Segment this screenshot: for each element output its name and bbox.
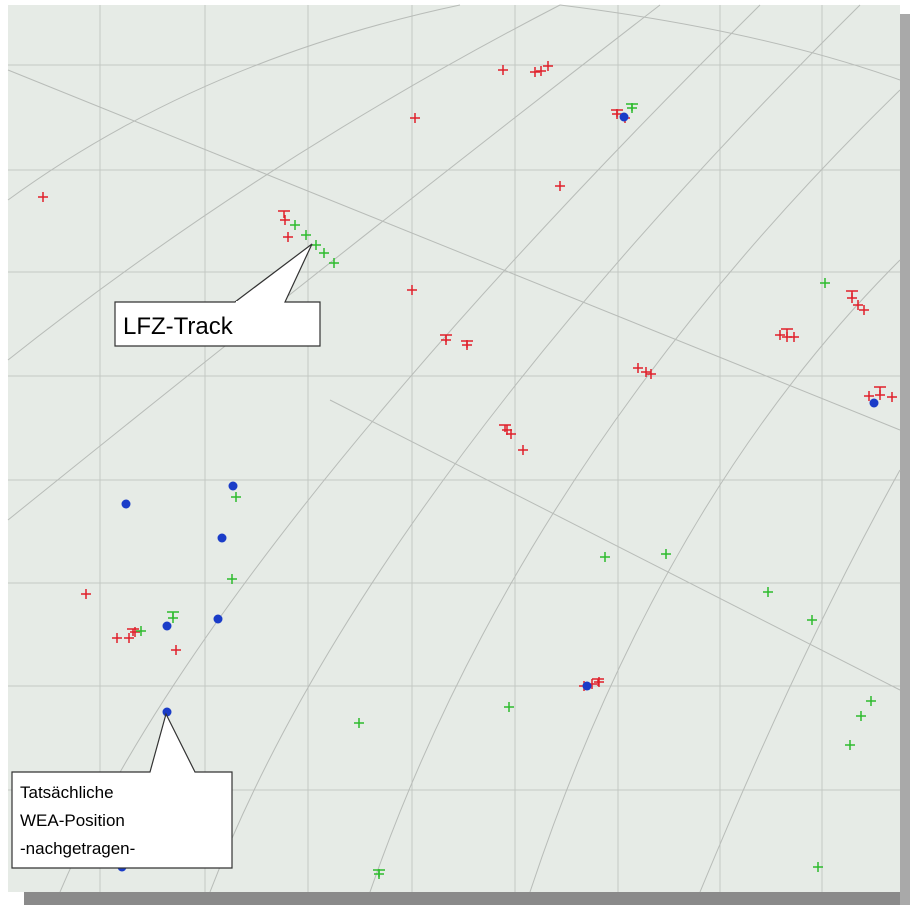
callout-line: -nachgetragen- — [20, 839, 135, 858]
map-view: LFZ-Track Tatsächliche WEA-Position -nac… — [0, 0, 910, 905]
shadow-bottom — [24, 892, 910, 905]
callout-label: LFZ-Track — [123, 313, 234, 340]
callout-line: WEA-Position — [20, 811, 125, 830]
callout-line: Tatsächliche — [20, 783, 114, 802]
shadow-right — [900, 14, 910, 905]
wea-position — [218, 534, 227, 543]
map-background — [8, 5, 900, 892]
wea-position — [122, 500, 131, 509]
wea-position — [620, 113, 629, 122]
wea-position — [163, 622, 172, 631]
wea-position — [583, 682, 592, 691]
wea-position — [870, 399, 879, 408]
wea-position — [229, 482, 238, 491]
wea-position — [214, 615, 223, 624]
page: {"callouts": [ {"label": "LFZ-Track"}, {… — [0, 0, 910, 905]
